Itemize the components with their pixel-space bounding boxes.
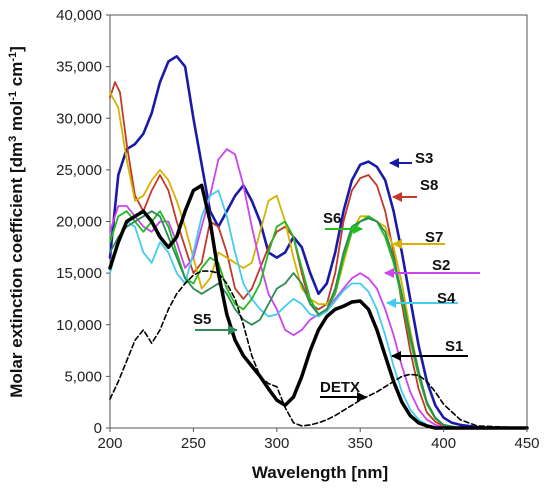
plot-area: [109, 14, 528, 429]
series-label-s7: S7: [425, 229, 443, 246]
y-tick-label: 30,000: [56, 110, 102, 127]
x-tick-label: 250: [181, 435, 206, 452]
series-line-s8: [109, 81, 528, 429]
y-tick-label: 5,000: [64, 368, 102, 385]
series-line-s2: [109, 148, 528, 429]
tick-layer: 200 250 300 350 400 450 0 5,000 10,000 15,000 20,0…: [56, 7, 539, 452]
y-tick-label: 25,000: [56, 162, 102, 179]
x-tick-label: 300: [264, 435, 289, 452]
series-line-s6: [109, 210, 528, 429]
series-label-s6: S6: [323, 210, 341, 227]
y-tick-label: 15,000: [56, 265, 102, 282]
y-axis-title: Molar extinction coefficient [dm3 mol-1 …: [7, 46, 26, 398]
series-line-detx: [109, 270, 528, 429]
y-tick-label: 40,000: [56, 7, 102, 24]
series-label-s5: S5: [193, 311, 211, 328]
series-label-s2: S2: [432, 257, 450, 274]
y-tick-label: 0: [94, 420, 102, 437]
y-tick-label: 10,000: [56, 317, 102, 334]
series-layer: [108, 55, 529, 430]
series-label-s4: S4: [437, 290, 456, 307]
series-label-detx: DETX: [320, 379, 360, 396]
x-tick-label: 450: [514, 435, 539, 452]
x-tick-label: 200: [97, 435, 122, 452]
x-tick-label: 400: [431, 435, 456, 452]
series-line-s5: [109, 210, 528, 429]
series-label-s8: S8: [420, 177, 438, 194]
y-tick-label: 35,000: [56, 59, 102, 76]
series-line-s4: [109, 189, 528, 429]
series-label-layer: S3 S8 S7 S2 S4 S6 S5 S1 DETX: [193, 150, 480, 402]
series-label-s3: S3: [415, 150, 433, 167]
series-label-s1: S1: [445, 338, 463, 355]
series-line-s1: [108, 183, 529, 430]
x-axis-title: Wavelength [nm]: [252, 463, 388, 482]
y-tick-label: 20,000: [56, 214, 102, 231]
plot-border: [109, 14, 528, 429]
series-line-s3: [108, 55, 529, 430]
series-line-s7: [109, 91, 528, 429]
x-tick-label: 350: [348, 435, 373, 452]
